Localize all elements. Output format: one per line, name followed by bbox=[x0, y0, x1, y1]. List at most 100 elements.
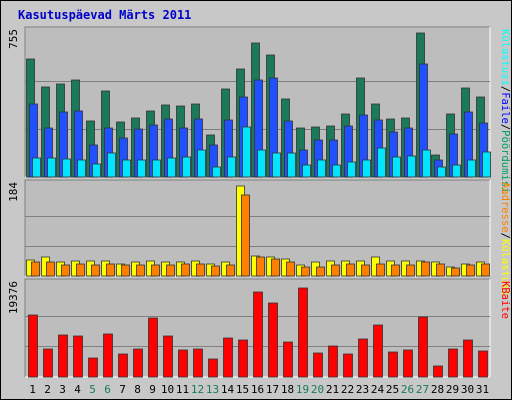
bar-middle-2-day-15 bbox=[241, 194, 250, 277]
bar-top-3-day-24 bbox=[377, 147, 386, 178]
bar-top-3-day-18 bbox=[287, 152, 296, 178]
bar-middle-2-day-12 bbox=[196, 263, 205, 277]
x-tick-label: 24 bbox=[371, 383, 385, 396]
bar-bottom-1-day-7 bbox=[118, 353, 128, 378]
bar-middle-2-day-9 bbox=[151, 264, 160, 277]
legend-top: Külastusi/Faile/Pöördumisi bbox=[499, 29, 511, 193]
legend-label: / bbox=[499, 86, 511, 92]
bar-top-3-day-6 bbox=[107, 152, 116, 178]
bar-top-3-day-17 bbox=[272, 152, 281, 178]
bar-middle-2-day-4 bbox=[76, 263, 85, 277]
legend-label: Aadresse bbox=[499, 182, 511, 233]
bar-middle-2-day-7 bbox=[121, 264, 130, 277]
x-tick-label: 19 bbox=[296, 383, 309, 396]
x-tick-label: 31 bbox=[476, 383, 489, 396]
bar-bottom-1-day-21 bbox=[328, 345, 338, 378]
bar-middle-2-day-5 bbox=[91, 264, 100, 277]
bar-middle-2-day-11 bbox=[181, 263, 190, 277]
bar-bottom-1-day-19 bbox=[298, 287, 308, 378]
bar-bottom-1-day-4 bbox=[73, 335, 83, 378]
bar-middle-2-day-16 bbox=[256, 256, 265, 277]
bar-top-3-day-27 bbox=[422, 149, 431, 178]
bar-top-3-day-20 bbox=[317, 159, 326, 178]
bar-top-3-day-26 bbox=[407, 155, 416, 178]
panel-middle: 184 Aadresse/Külastusi bbox=[7, 179, 511, 296]
bar-top-3-day-29 bbox=[452, 164, 461, 178]
bar-middle-2-day-23 bbox=[361, 264, 370, 277]
y-max-label: 755 bbox=[7, 29, 20, 49]
bar-middle-2-day-3 bbox=[61, 264, 70, 277]
bar-bottom-1-day-8 bbox=[133, 348, 143, 378]
bar-middle-2-day-27 bbox=[421, 261, 430, 277]
legend-label: Külastusi bbox=[499, 29, 511, 86]
bar-middle-2-day-2 bbox=[46, 261, 55, 277]
chart-title: Kasutuspäevad Märts 2011 bbox=[18, 8, 191, 22]
x-tick-label: 11 bbox=[176, 383, 189, 396]
bar-top-3-day-31 bbox=[482, 151, 491, 178]
bar-top-3-day-22 bbox=[347, 161, 356, 178]
bar-top-3-day-7 bbox=[122, 159, 131, 178]
x-tick-label: 3 bbox=[59, 383, 66, 396]
x-tick-label: 20 bbox=[311, 383, 324, 396]
bar-middle-2-day-1 bbox=[31, 261, 40, 277]
bar-middle-2-day-25 bbox=[391, 264, 400, 277]
bar-top-3-day-19 bbox=[302, 164, 311, 178]
x-tick-label: 8 bbox=[134, 383, 141, 396]
x-tick-label: 14 bbox=[221, 383, 235, 396]
legend-bottom: KBaite bbox=[499, 281, 511, 319]
bar-middle-2-day-20 bbox=[316, 266, 325, 277]
bar-middle-2-day-29 bbox=[451, 267, 460, 277]
x-tick-label: 4 bbox=[74, 383, 81, 396]
bar-middle-2-day-18 bbox=[286, 261, 295, 277]
bar-middle-2-day-22 bbox=[346, 263, 355, 277]
bar-top-3-day-10 bbox=[167, 157, 176, 178]
x-tick-label: 2 bbox=[44, 383, 51, 396]
bar-bottom-1-day-17 bbox=[268, 302, 278, 378]
x-tick-label: 17 bbox=[266, 383, 279, 396]
bar-middle-2-day-28 bbox=[436, 263, 445, 277]
bar-middle-2-day-26 bbox=[406, 264, 415, 277]
bar-top-3-day-4 bbox=[77, 159, 86, 178]
bar-middle-2-day-14 bbox=[226, 264, 235, 277]
bar-bottom-1-day-3 bbox=[58, 334, 68, 378]
bar-middle-2-day-8 bbox=[136, 264, 145, 277]
bar-top-3-day-15 bbox=[242, 126, 251, 178]
x-tick-label: 30 bbox=[461, 383, 474, 396]
x-tick-label: 18 bbox=[281, 383, 294, 396]
legend-label: Külastusi bbox=[499, 239, 511, 296]
bar-middle-2-day-10 bbox=[166, 264, 175, 277]
bar-middle-2-day-31 bbox=[481, 263, 490, 277]
x-tick-label: 9 bbox=[149, 383, 156, 396]
x-tick-label: 10 bbox=[161, 383, 174, 396]
bar-top-3-day-5 bbox=[92, 163, 101, 178]
legend-label: / bbox=[499, 124, 511, 130]
bar-bottom-1-day-27 bbox=[418, 316, 428, 378]
bar-bottom-1-day-6 bbox=[103, 333, 113, 378]
bar-top-3-day-16 bbox=[257, 149, 266, 178]
bar-top-3-day-28 bbox=[437, 166, 446, 178]
x-tick-label: 7 bbox=[119, 383, 126, 396]
bar-top-3-day-9 bbox=[152, 159, 161, 178]
legend-label: Faile bbox=[499, 92, 511, 124]
x-tick-label: 21 bbox=[326, 383, 339, 396]
bar-bottom-1-day-31 bbox=[478, 350, 488, 378]
bar-middle-2-day-30 bbox=[466, 264, 475, 277]
x-tick-label: 27 bbox=[416, 383, 429, 396]
bar-top-3-day-11 bbox=[182, 156, 191, 178]
panel-bottom: 19376 KBaite bbox=[7, 278, 511, 378]
bar-top-3-day-25 bbox=[392, 156, 401, 178]
x-tick-label: 12 bbox=[191, 383, 204, 396]
bar-top-3-day-13 bbox=[212, 166, 221, 178]
bar-bottom-1-day-16 bbox=[253, 291, 263, 378]
bar-top-3-day-1 bbox=[32, 157, 41, 178]
bar-bottom-1-day-20 bbox=[313, 352, 323, 378]
bar-top-3-day-12 bbox=[197, 149, 206, 178]
x-tick-label: 1 bbox=[29, 383, 36, 396]
bar-top-3-day-3 bbox=[62, 158, 71, 178]
x-tick-label: 13 bbox=[206, 383, 219, 396]
bar-bottom-1-day-13 bbox=[208, 358, 218, 378]
bar-bottom-1-day-15 bbox=[238, 339, 248, 378]
legend-label: Pöördumisi bbox=[499, 130, 511, 193]
legend-label: / bbox=[499, 233, 511, 239]
